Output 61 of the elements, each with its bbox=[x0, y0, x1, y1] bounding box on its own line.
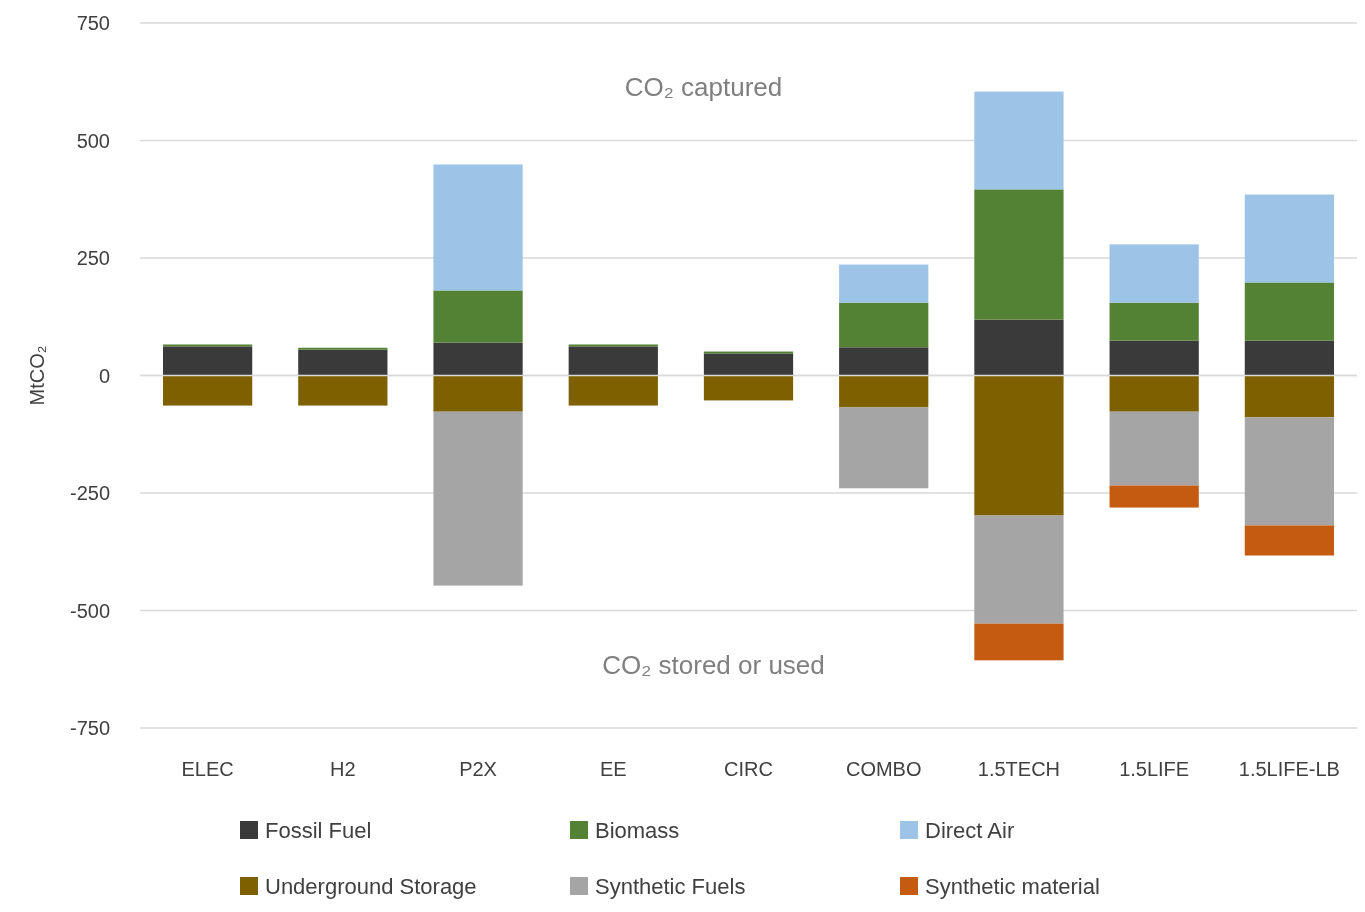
bar bbox=[974, 189, 1064, 320]
bar bbox=[1244, 282, 1335, 341]
y-axis-title: MtCO₂ bbox=[26, 345, 48, 406]
bar bbox=[1244, 375, 1335, 418]
bar bbox=[433, 411, 523, 586]
bar bbox=[703, 353, 794, 376]
bar bbox=[1109, 244, 1199, 303]
bar bbox=[974, 319, 1064, 376]
y-tick-label: -750 bbox=[69, 717, 110, 739]
legend-label: Direct Air bbox=[925, 818, 1015, 843]
bar bbox=[162, 346, 253, 376]
x-tick-label: ELEC bbox=[181, 758, 234, 780]
y-tick-label: 750 bbox=[76, 12, 110, 34]
x-tick-label: CIRC bbox=[724, 758, 773, 780]
bar bbox=[703, 375, 794, 401]
legend-label: Biomass bbox=[595, 818, 680, 843]
bar bbox=[974, 515, 1064, 624]
x-tick-label: EE bbox=[599, 758, 627, 780]
annotation: CO₂ captured bbox=[624, 71, 783, 102]
x-tick-label: H2 bbox=[330, 758, 356, 780]
bar bbox=[839, 264, 929, 303]
legend-label: Synthetic Fuels bbox=[595, 874, 746, 899]
bar bbox=[1244, 525, 1335, 556]
y-tick-label: 0 bbox=[98, 364, 110, 387]
bar bbox=[1109, 485, 1199, 508]
legend-label: Fossil Fuel bbox=[265, 818, 372, 843]
x-tick-label: 1.5LIFE bbox=[1119, 758, 1190, 780]
bar bbox=[433, 290, 523, 343]
bar bbox=[1244, 340, 1335, 376]
bar bbox=[1109, 340, 1199, 376]
bar bbox=[839, 375, 929, 408]
bar bbox=[1109, 375, 1199, 412]
x-tick-label: COMBO bbox=[845, 758, 922, 780]
legend-label: Underground Storage bbox=[265, 874, 477, 899]
bar bbox=[1109, 302, 1199, 341]
bar bbox=[1244, 417, 1335, 526]
bar bbox=[974, 91, 1064, 190]
bar bbox=[298, 375, 388, 406]
bar bbox=[1109, 411, 1199, 486]
bar bbox=[568, 346, 658, 376]
x-tick-label: 1.5LIFE-LB bbox=[1238, 758, 1340, 780]
y-tick-label: 250 bbox=[76, 247, 110, 269]
y-tick-label: 500 bbox=[76, 129, 110, 152]
bar bbox=[839, 347, 929, 376]
y-tick-label: -250 bbox=[69, 482, 110, 504]
bar bbox=[298, 349, 388, 376]
bar bbox=[974, 375, 1064, 516]
bar bbox=[433, 375, 523, 412]
bar bbox=[839, 407, 929, 489]
x-tick-label: 1.5TECH bbox=[977, 758, 1061, 780]
x-tick-label: P2X bbox=[459, 758, 497, 780]
annotation: CO₂ stored or used bbox=[602, 649, 825, 680]
y-tick-label: -500 bbox=[69, 599, 110, 622]
legend-label: Synthetic material bbox=[925, 874, 1100, 899]
bar bbox=[568, 375, 658, 406]
bar bbox=[433, 164, 523, 291]
bar bbox=[839, 302, 929, 348]
bar bbox=[162, 375, 253, 406]
bar bbox=[1244, 194, 1335, 283]
bar bbox=[433, 342, 523, 376]
bar bbox=[974, 623, 1064, 661]
